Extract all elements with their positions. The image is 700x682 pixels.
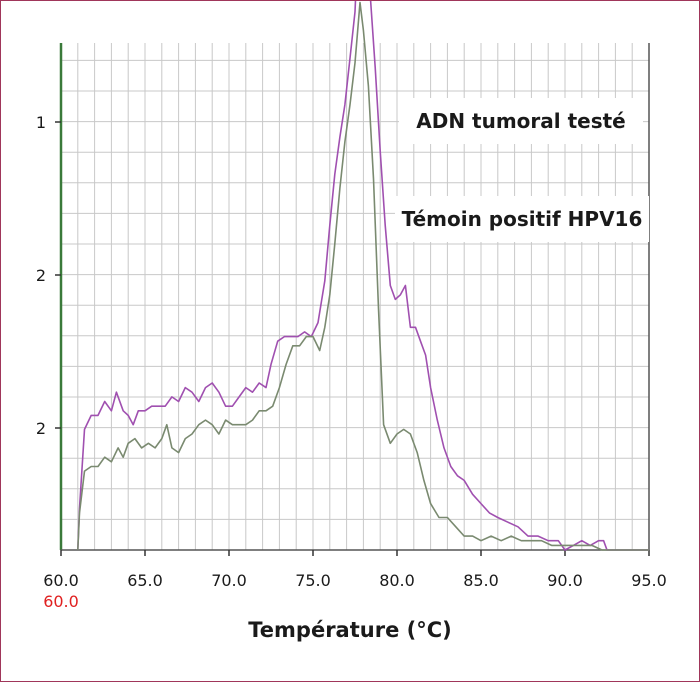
- legend-background: [399, 98, 643, 144]
- x-tick-label: 95.0: [631, 571, 667, 590]
- series-group: [77, 1, 649, 551]
- y-tick-labels: 1 2 2: [36, 113, 46, 438]
- legend-background: [395, 196, 649, 242]
- x-tick-label: 85.0: [463, 571, 499, 590]
- legend-entry: ADN tumoral testé: [416, 109, 626, 133]
- x-start-marker: 60.0: [43, 592, 79, 611]
- series-line: [77, 1, 649, 551]
- x-tick-label: 80.0: [379, 571, 415, 590]
- x-tick-label: 75.0: [295, 571, 331, 590]
- x-tick-labels: 60.0 65.0 70.0 75.0 80.0 85.0 90.0 95.0: [43, 571, 667, 590]
- x-tick-label: 65.0: [127, 571, 163, 590]
- x-tick-label: 60.0: [43, 571, 79, 590]
- series-line: [77, 1, 649, 551]
- y-tick-label: 2: [36, 419, 46, 438]
- legend: ADN tumoral testé Témoin positif HPV16: [395, 98, 649, 242]
- y-tick-label: 2: [36, 266, 46, 285]
- axes: [55, 43, 650, 556]
- y-tick-label: 1: [36, 113, 46, 132]
- x-tick-label: 70.0: [211, 571, 247, 590]
- legend-entry: Témoin positif HPV16: [402, 207, 643, 231]
- x-tick-label: 90.0: [547, 571, 583, 590]
- grid: [60, 43, 650, 551]
- x-axis-label: Température (°C): [248, 618, 451, 642]
